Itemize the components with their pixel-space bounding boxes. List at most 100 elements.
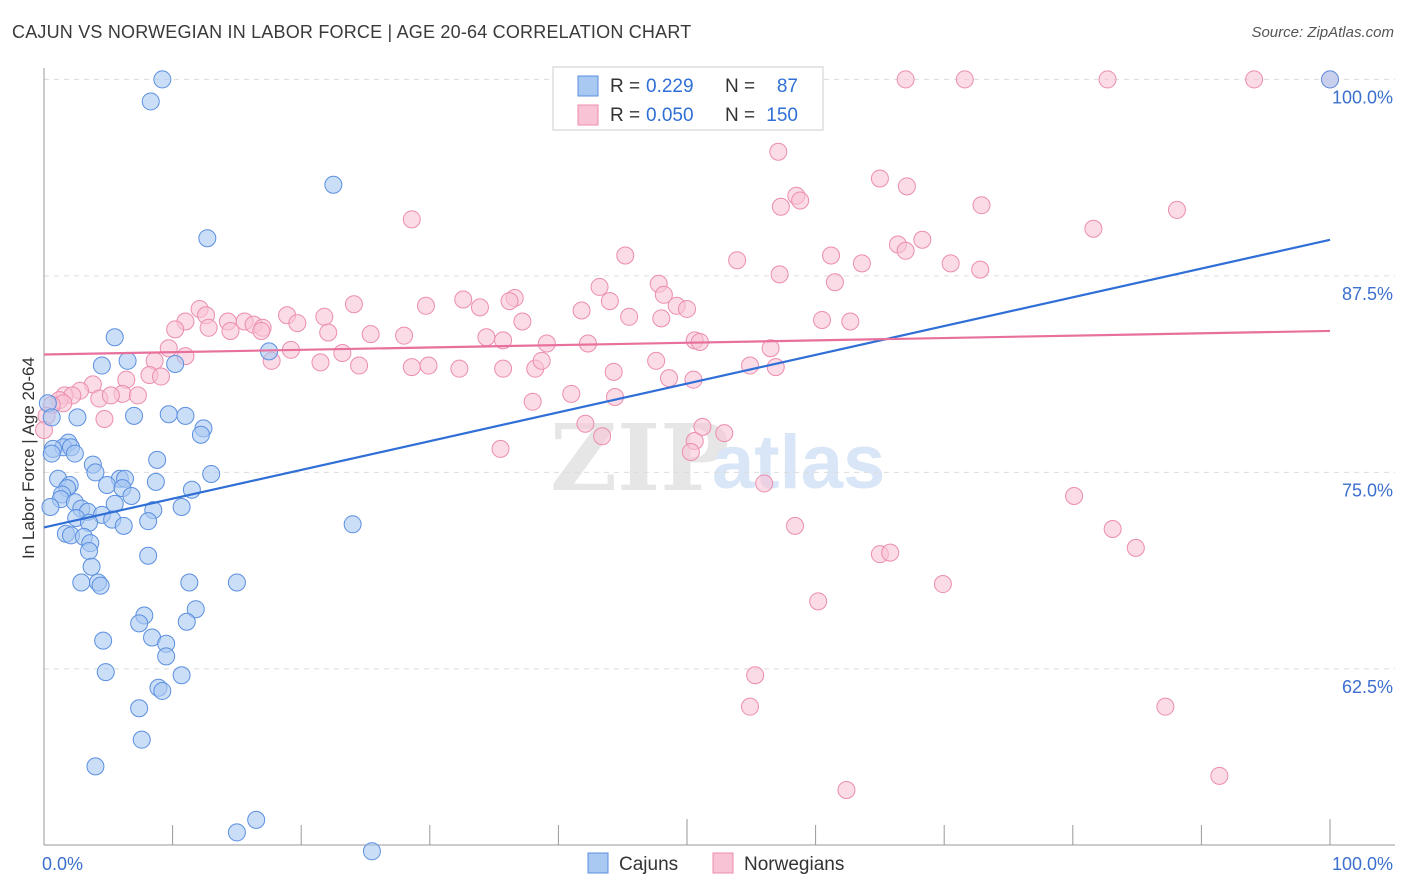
- cajun-point: [80, 542, 99, 561]
- cajun-point: [191, 425, 210, 444]
- norwegian-point: [350, 356, 369, 375]
- tick-labels: 62.5% 75.0% 87.5% 100.0% 0.0% 100.0% In Labor …: [19, 87, 1393, 874]
- norwegian-point: [1167, 200, 1186, 219]
- scatter-points: [35, 70, 1339, 861]
- norwegian-point: [822, 246, 841, 265]
- cajun-trend-line: [43, 238, 1331, 529]
- norwegian-point: [837, 780, 856, 799]
- norwegian-point: [605, 387, 624, 406]
- legend-r-label: R =: [610, 105, 640, 126]
- norwegian-point: [693, 417, 712, 436]
- cajun-point: [202, 465, 221, 484]
- norwegian-point: [152, 367, 171, 386]
- norwegian-point: [809, 592, 828, 611]
- norwegian-point: [311, 353, 330, 372]
- norwegian-point: [95, 409, 114, 428]
- legend-n-label: N =: [725, 76, 755, 97]
- norwegian-point: [576, 414, 595, 433]
- cajun-point: [86, 757, 105, 776]
- cajun-point: [153, 681, 172, 700]
- norwegian-point: [678, 299, 696, 318]
- norwegian-point: [769, 142, 788, 161]
- cajun-point: [130, 699, 149, 718]
- norwegian-point: [523, 392, 542, 411]
- norwegian-point: [252, 321, 271, 340]
- legend-n-label: N =: [725, 105, 755, 126]
- stats-legend: R = 0.229 N = 87 R = 0.050 N = 150: [552, 66, 824, 131]
- norwegian-point: [315, 307, 334, 326]
- norwegian-point: [933, 575, 952, 594]
- norwegians-legend-label: Norwegians: [744, 854, 844, 875]
- norwegian-point: [652, 309, 671, 328]
- cajun-point: [172, 666, 191, 685]
- cajun-point: [343, 515, 362, 534]
- cajun-point: [42, 444, 61, 463]
- cajun-point: [82, 557, 101, 576]
- cajun-point: [324, 175, 343, 194]
- cajun-point: [141, 92, 160, 111]
- norwegian-point: [881, 543, 900, 562]
- grid-lines: [44, 78, 1395, 670]
- cajun-point: [153, 70, 172, 89]
- norwegian-point: [897, 177, 916, 196]
- norwegian-point: [770, 265, 789, 284]
- cajun-point: [94, 631, 113, 650]
- norwegian-point: [684, 370, 703, 389]
- cajun-point: [247, 810, 266, 829]
- norwegian-point: [741, 697, 760, 716]
- cajun-point: [148, 450, 167, 469]
- legend-n-value: 87: [777, 76, 798, 97]
- norwegian-point: [288, 314, 307, 333]
- y-axis-title: In Labor Force | Age 20-64: [19, 357, 38, 559]
- norwegian-point: [1103, 520, 1122, 539]
- norwegian-point: [101, 386, 120, 405]
- y-tick-label: 62.5%: [1342, 677, 1393, 697]
- norwegian-point: [1084, 219, 1103, 238]
- norwegian-point: [972, 196, 991, 215]
- norwegian-point: [513, 312, 532, 331]
- norwegian-point: [955, 70, 974, 89]
- norwegian-point: [590, 277, 609, 296]
- cajun-point: [41, 498, 60, 517]
- norwegian-point: [1210, 766, 1229, 785]
- norwegian-point: [728, 251, 747, 270]
- norwegian-point: [402, 210, 421, 229]
- cajun-point: [1321, 70, 1339, 89]
- cajuns-legend-swatch: [587, 852, 609, 874]
- chart-title: CAJUN VS NORWEGIAN IN LABOR FORCE | AGE …: [12, 22, 692, 42]
- norwegian-point: [593, 427, 612, 446]
- norwegian-point: [1245, 70, 1264, 89]
- cajun-point: [42, 408, 61, 427]
- cajun-point: [227, 573, 246, 592]
- norwegian-point: [159, 339, 178, 358]
- norwegian-point: [896, 70, 915, 89]
- norwegian-point: [128, 386, 147, 405]
- norwegian-point: [1156, 697, 1175, 716]
- cajun-point: [132, 730, 151, 749]
- norwegian-point: [771, 197, 790, 216]
- cajun-point: [227, 823, 246, 842]
- norwegian-point: [319, 323, 338, 342]
- norwegian-point: [896, 241, 915, 260]
- norwegian-point: [659, 369, 678, 388]
- cajun-point: [130, 614, 149, 633]
- cajun-point: [91, 576, 110, 595]
- norwegian-point: [825, 273, 844, 292]
- cajun-point: [114, 516, 133, 535]
- norwegian-point: [572, 301, 591, 320]
- cajun-point: [177, 612, 196, 631]
- norwegian-point: [454, 290, 473, 309]
- y-tick-label: 75.0%: [1342, 480, 1393, 500]
- norwegian-point: [562, 384, 581, 403]
- cajun-point: [139, 512, 158, 531]
- norwegian-point: [333, 343, 352, 362]
- legend-n-value: 150: [766, 105, 798, 126]
- norwegian-point: [419, 356, 438, 375]
- norwegian-point: [402, 358, 421, 377]
- norwegian-point: [361, 325, 380, 344]
- norwegian-point: [654, 285, 673, 304]
- norwegian-point: [761, 339, 780, 358]
- cajun-point: [86, 463, 105, 482]
